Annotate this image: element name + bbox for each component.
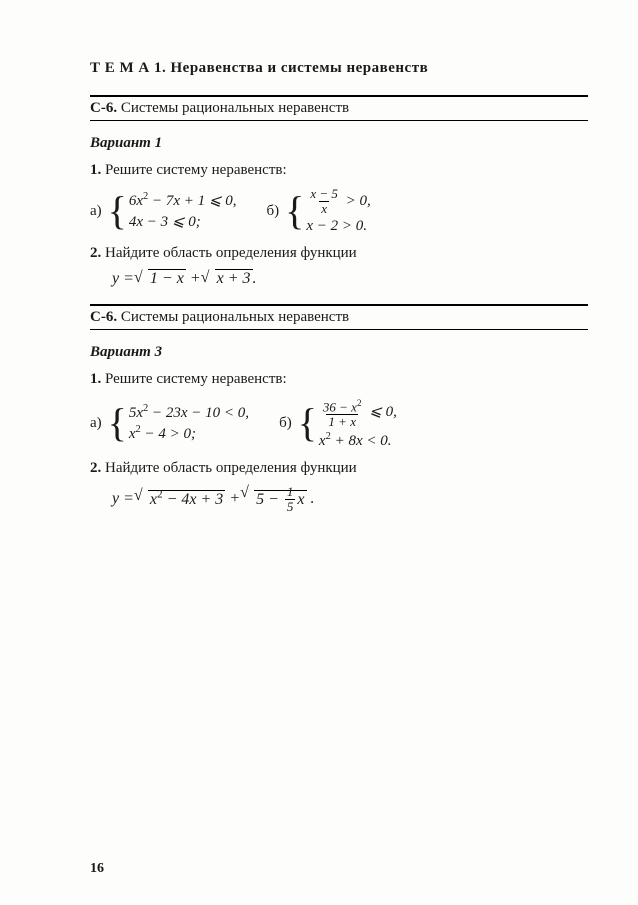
prob-label: а)	[90, 415, 102, 432]
line: 5x2 − 23x − 10 < 0,	[129, 403, 249, 422]
fraction: 15	[285, 485, 296, 514]
system-lines: x − 5 x > 0, x − 2 > 0.	[306, 187, 370, 235]
task-text: Найдите область определения функции	[105, 245, 357, 261]
variant-label: Вариант 1	[90, 135, 588, 152]
section-code: С-6.	[90, 100, 117, 116]
section-heading: С-6. Системы рациональных неравенств	[90, 308, 588, 327]
system: { x − 5 x > 0, x − 2 > 0.	[285, 187, 371, 235]
brace-icon: {	[108, 403, 127, 443]
system-lines: 36 − x2 1 + x ⩽ 0, x2 + 8x < 0.	[319, 396, 397, 450]
denom: 5	[285, 499, 296, 514]
sqrt: x + 3	[205, 270, 253, 288]
end: .	[307, 491, 315, 508]
line: 4x − 3 ⩽ 0;	[129, 212, 237, 231]
line: x2 + 8x < 0.	[319, 431, 397, 450]
topic-label: Т Е М А 1.	[90, 60, 166, 76]
task-1: 1. Решите систему неравенств:	[90, 371, 588, 388]
task-number: 1.	[90, 162, 101, 178]
line: x − 5 x > 0,	[306, 187, 370, 216]
problem-b: б) { x − 5 x > 0, x − 2 > 0.	[267, 187, 371, 235]
radicand: 5 − 15x	[254, 490, 306, 508]
variant-label: Вариант 3	[90, 344, 588, 361]
system-lines: 5x2 − 23x − 10 < 0, x2 − 4 > 0;	[129, 403, 249, 443]
problem-a: а) { 5x2 − 23x − 10 < 0, x2 − 4 > 0;	[90, 403, 249, 443]
denom: 1 + x	[326, 414, 358, 429]
section-title: Системы рациональных неравенств	[121, 309, 349, 325]
task-text: Решите систему неравенств:	[105, 162, 287, 178]
topic-title: Неравенства и системы неравенств	[171, 60, 429, 76]
numer: x − 5	[308, 187, 340, 201]
radicand: 1 − x	[148, 269, 186, 287]
part: x	[297, 491, 304, 508]
denom: x	[319, 201, 329, 216]
system: { 6x2 − 7x + 1 ⩽ 0, 4x − 3 ⩽ 0;	[108, 191, 237, 231]
fraction: x − 5 x	[308, 187, 340, 216]
prob-label: б)	[279, 415, 292, 432]
sqrt: 5 − 15x	[244, 485, 306, 514]
task-number: 1.	[90, 371, 101, 387]
section-heading: С-6. Системы рациональных неравенств	[90, 99, 588, 118]
rule	[90, 120, 588, 121]
task-text: Найдите область определения функции	[105, 460, 357, 476]
numer: 36 − x2	[321, 396, 364, 414]
formula: y = x2 − 4x + 3 + 5 − 15x .	[112, 485, 588, 514]
task-2: 2. Найдите область определения функции	[90, 245, 588, 262]
line: x2 − 4 > 0;	[129, 424, 249, 443]
problems-row: а) { 5x2 − 23x − 10 < 0, x2 − 4 > 0; б) …	[90, 396, 588, 450]
system: { 5x2 − 23x − 10 < 0, x2 − 4 > 0;	[108, 403, 249, 443]
system: { 36 − x2 1 + x ⩽ 0, x2 + 8x < 0.	[298, 396, 397, 450]
problems-row: а) { 6x2 − 7x + 1 ⩽ 0, 4x − 3 ⩽ 0; б) { …	[90, 187, 588, 235]
line: 6x2 − 7x + 1 ⩽ 0,	[129, 191, 237, 210]
task-1: 1. Решите систему неравенств:	[90, 162, 588, 179]
tail: ⩽ 0,	[366, 404, 397, 420]
prob-label: а)	[90, 203, 102, 220]
page: Т Е М А 1. Неравенства и системы неравен…	[0, 0, 638, 905]
brace-icon: {	[108, 191, 127, 231]
task-number: 2.	[90, 245, 101, 261]
radicand: x2 − 4x + 3	[148, 490, 225, 508]
rule	[90, 95, 588, 97]
rule	[90, 329, 588, 330]
brace-icon: {	[285, 191, 304, 231]
numer: 1	[285, 485, 296, 499]
line: 36 − x2 1 + x ⩽ 0,	[319, 396, 397, 429]
part: 5 −	[256, 491, 283, 508]
problem-a: а) { 6x2 − 7x + 1 ⩽ 0, 4x − 3 ⩽ 0;	[90, 191, 237, 231]
rule	[90, 304, 588, 306]
prob-label: б)	[267, 203, 280, 220]
system-lines: 6x2 − 7x + 1 ⩽ 0, 4x − 3 ⩽ 0;	[129, 191, 237, 231]
sqrt: x2 − 4x + 3	[138, 488, 225, 508]
brace-icon: {	[298, 403, 317, 443]
radicand: x + 3	[215, 269, 253, 287]
line: x − 2 > 0.	[306, 218, 370, 235]
sqrt: 1 − x	[138, 270, 186, 288]
task-number: 2.	[90, 460, 101, 476]
formula: y = 1 − x + x + 3.	[112, 270, 588, 288]
section-code: С-6.	[90, 309, 117, 325]
end: .	[253, 270, 257, 287]
tail: > 0,	[342, 193, 371, 209]
fraction: 36 − x2 1 + x	[321, 396, 364, 429]
topic-heading: Т Е М А 1. Неравенства и системы неравен…	[90, 60, 588, 77]
problem-b: б) { 36 − x2 1 + x ⩽ 0, x2 + 8x < 0.	[279, 396, 397, 450]
task-text: Решите систему неравенств:	[105, 371, 287, 387]
task-2: 2. Найдите область определения функции	[90, 460, 588, 477]
section-title: Системы рациональных неравенств	[121, 100, 349, 116]
page-number: 16	[90, 861, 104, 877]
